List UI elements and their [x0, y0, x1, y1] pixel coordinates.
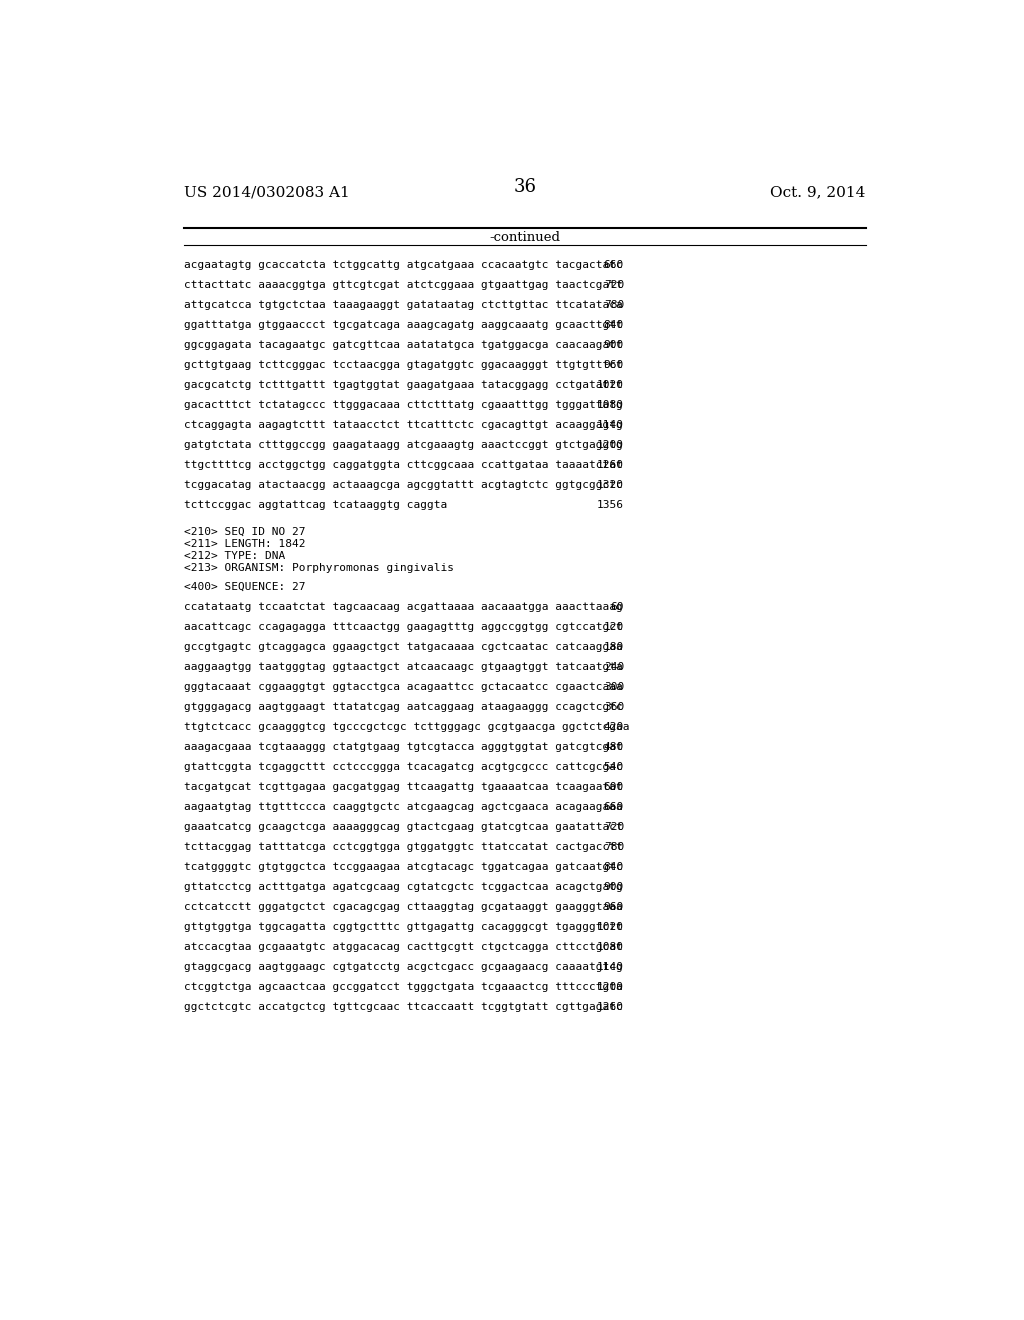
Text: cttacttatc aaaacggtga gttcgtcgat atctcggaaa gtgaattgag taactcgatt: cttacttatc aaaacggtga gttcgtcgat atctcgg…: [183, 280, 623, 290]
Text: 960: 960: [604, 903, 624, 912]
Text: 1020: 1020: [597, 380, 624, 391]
Text: <400> SEQUENCE: 27: <400> SEQUENCE: 27: [183, 582, 305, 591]
Text: gtaggcgacg aagtggaagc cgtgatcctg acgctcgacc gcgaagaacg caaaatgtcg: gtaggcgacg aagtggaagc cgtgatcctg acgctcg…: [183, 962, 623, 973]
Text: 1080: 1080: [597, 400, 624, 411]
Text: gatgtctata ctttggccgg gaagataagg atcgaaagtg aaactccggt gtctgaggtg: gatgtctata ctttggccgg gaagataagg atcgaaa…: [183, 441, 623, 450]
Text: <211> LENGTH: 1842: <211> LENGTH: 1842: [183, 539, 305, 549]
Text: atccacgtaa gcgaaatgtc atggacacag cacttgcgtt ctgctcagga cttcctgcat: atccacgtaa gcgaaatgtc atggacacag cacttgc…: [183, 942, 623, 952]
Text: 660: 660: [604, 803, 624, 812]
Text: ggctctcgtc accatgctcg tgttcgcaac ttcaccaatt tcggtgtatt cgttgagatc: ggctctcgtc accatgctcg tgttcgcaac ttcacca…: [183, 1002, 623, 1012]
Text: -continued: -continued: [489, 231, 560, 244]
Text: gtattcggta tcgaggcttt cctcccggga tcacagatcg acgtgcgccc cattcgcgac: gtattcggta tcgaggcttt cctcccggga tcacaga…: [183, 762, 623, 772]
Text: 1320: 1320: [597, 480, 624, 490]
Text: gttgtggtga tggcagatta cggtgctttc gttgagattg cacagggcgt tgagggtctt: gttgtggtga tggcagatta cggtgctttc gttgaga…: [183, 923, 623, 932]
Text: ctcaggagta aagagtcttt tataacctct ttcatttctc cgacagttgt acaaggagtg: ctcaggagta aagagtcttt tataacctct ttcattt…: [183, 420, 623, 430]
Text: 720: 720: [604, 280, 624, 290]
Text: 840: 840: [604, 321, 624, 330]
Text: gaaatcatcg gcaagctcga aaaagggcag gtactcgaag gtatcgtcaa gaatattact: gaaatcatcg gcaagctcga aaaagggcag gtactcg…: [183, 822, 623, 832]
Text: 960: 960: [604, 360, 624, 370]
Text: 480: 480: [604, 742, 624, 752]
Text: Oct. 9, 2014: Oct. 9, 2014: [770, 185, 866, 199]
Text: ccatataatg tccaatctat tagcaacaag acgattaaaa aacaaatgga aaacttaaag: ccatataatg tccaatctat tagcaacaag acgatta…: [183, 602, 623, 612]
Text: 720: 720: [604, 822, 624, 832]
Text: cctcatcctt gggatgctct cgacagcgag cttaaggtag gcgataaggt gaagggtaaa: cctcatcctt gggatgctct cgacagcgag cttaagg…: [183, 903, 623, 912]
Text: 1080: 1080: [597, 942, 624, 952]
Text: <210> SEQ ID NO 27: <210> SEQ ID NO 27: [183, 527, 305, 536]
Text: 36: 36: [513, 178, 537, 195]
Text: 780: 780: [604, 300, 624, 310]
Text: 600: 600: [604, 781, 624, 792]
Text: aacattcagc ccagagagga tttcaactgg gaagagtttg aggccggtgg cgtccatgct: aacattcagc ccagagagga tttcaactgg gaagagt…: [183, 622, 623, 632]
Text: 900: 900: [604, 882, 624, 892]
Text: 360: 360: [604, 702, 624, 711]
Text: 660: 660: [604, 260, 624, 271]
Text: 180: 180: [604, 642, 624, 652]
Text: acgaatagtg gcaccatcta tctggcattg atgcatgaaa ccacaatgtc tacgactatc: acgaatagtg gcaccatcta tctggcattg atgcatg…: [183, 260, 623, 271]
Text: tcttccggac aggtattcag tcataaggtg caggta: tcttccggac aggtattcag tcataaggtg caggta: [183, 500, 447, 511]
Text: 1200: 1200: [597, 982, 624, 993]
Text: aaagacgaaa tcgtaaaggg ctatgtgaag tgtcgtacca agggtggtat gatcgtcgat: aaagacgaaa tcgtaaaggg ctatgtgaag tgtcgta…: [183, 742, 623, 752]
Text: gtgggagacg aagtggaagt ttatatcgag aatcaggaag ataagaaggg ccagctcgtc: gtgggagacg aagtggaagt ttatatcgag aatcagg…: [183, 702, 623, 711]
Text: 300: 300: [604, 682, 624, 692]
Text: 900: 900: [604, 341, 624, 350]
Text: aaggaagtgg taatgggtag ggtaactgct atcaacaagc gtgaagtggt tatcaatgta: aaggaagtgg taatgggtag ggtaactgct atcaaca…: [183, 663, 623, 672]
Text: 1140: 1140: [597, 420, 624, 430]
Text: tacgatgcat tcgttgagaa gacgatggag ttcaagattg tgaaaatcaa tcaagaatat: tacgatgcat tcgttgagaa gacgatggag ttcaaga…: [183, 781, 623, 792]
Text: 1140: 1140: [597, 962, 624, 973]
Text: 1200: 1200: [597, 441, 624, 450]
Text: ttgcttttcg acctggctgg caggatggta cttcggcaaa ccattgataa taaaatctat: ttgcttttcg acctggctgg caggatggta cttcggc…: [183, 461, 623, 470]
Text: 840: 840: [604, 862, 624, 873]
Text: ggcggagata tacagaatgc gatcgttcaa aatatatgca tgatggacga caacaagatt: ggcggagata tacagaatgc gatcgttcaa aatatat…: [183, 341, 623, 350]
Text: ctcggtctga agcaactcaa gccggatcct tgggctgata tcgaaactcg tttccctgta: ctcggtctga agcaactcaa gccggatcct tgggctg…: [183, 982, 623, 993]
Text: gggtacaaat cggaaggtgt ggtacctgca acagaattcc gctacaatcc cgaactcaaa: gggtacaaat cggaaggtgt ggtacctgca acagaat…: [183, 682, 623, 692]
Text: gacactttct tctatagccc ttgggacaaa cttctttatg cgaaatttgg tgggattatg: gacactttct tctatagccc ttgggacaaa cttcttt…: [183, 400, 623, 411]
Text: gcttgtgaag tcttcgggac tcctaacgga gtagatggtc ggacaagggt ttgtgtttct: gcttgtgaag tcttcgggac tcctaacgga gtagatg…: [183, 360, 623, 370]
Text: US 2014/0302083 A1: US 2014/0302083 A1: [183, 185, 349, 199]
Text: aagaatgtag ttgtttccca caaggtgctc atcgaagcag agctcgaaca acagaagaaa: aagaatgtag ttgtttccca caaggtgctc atcgaag…: [183, 803, 623, 812]
Text: <213> ORGANISM: Porphyromonas gingivalis: <213> ORGANISM: Porphyromonas gingivalis: [183, 564, 454, 573]
Text: ttgtctcacc gcaagggtcg tgcccgctcgc tcttgggagc gcgtgaacga ggctctcgaa: ttgtctcacc gcaagggtcg tgcccgctcgc tcttgg…: [183, 722, 630, 733]
Text: 420: 420: [604, 722, 624, 733]
Text: 540: 540: [604, 762, 624, 772]
Text: 120: 120: [604, 622, 624, 632]
Text: 60: 60: [610, 602, 624, 612]
Text: 1260: 1260: [597, 461, 624, 470]
Text: 1356: 1356: [597, 500, 624, 511]
Text: ggatttatga gtggaaccct tgcgatcaga aaagcagatg aaggcaaatg gcaacttgtt: ggatttatga gtggaaccct tgcgatcaga aaagcag…: [183, 321, 623, 330]
Text: tcatggggtc gtgtggctca tccggaagaa atcgtacagc tggatcagaa gatcaatgtc: tcatggggtc gtgtggctca tccggaagaa atcgtac…: [183, 862, 623, 873]
Text: 780: 780: [604, 842, 624, 853]
Text: tcttacggag tatttatcga cctcggtgga gtggatggtc ttatccatat cactgacctt: tcttacggag tatttatcga cctcggtgga gtggatg…: [183, 842, 623, 853]
Text: tcggacatag atactaacgg actaaagcga agcggtattt acgtagtctc ggtgcggctc: tcggacatag atactaacgg actaaagcga agcggta…: [183, 480, 623, 490]
Text: 1260: 1260: [597, 1002, 624, 1012]
Text: gccgtgagtc gtcaggagca ggaagctgct tatgacaaaa cgctcaatac catcaaggaa: gccgtgagtc gtcaggagca ggaagctgct tatgaca…: [183, 642, 623, 652]
Text: attgcatcca tgtgctctaa taaagaaggt gatataatag ctcttgttac ttcatataca: attgcatcca tgtgctctaa taaagaaggt gatataa…: [183, 300, 623, 310]
Text: <212> TYPE: DNA: <212> TYPE: DNA: [183, 552, 285, 561]
Text: 1020: 1020: [597, 923, 624, 932]
Text: 240: 240: [604, 663, 624, 672]
Text: gacgcatctg tctttgattt tgagtggtat gaagatgaaa tatacggagg cctgatattt: gacgcatctg tctttgattt tgagtggtat gaagatg…: [183, 380, 623, 391]
Text: gttatcctcg actttgatga agatcgcaag cgtatcgctc tcggactcaa acagctgatg: gttatcctcg actttgatga agatcgcaag cgtatcg…: [183, 882, 623, 892]
